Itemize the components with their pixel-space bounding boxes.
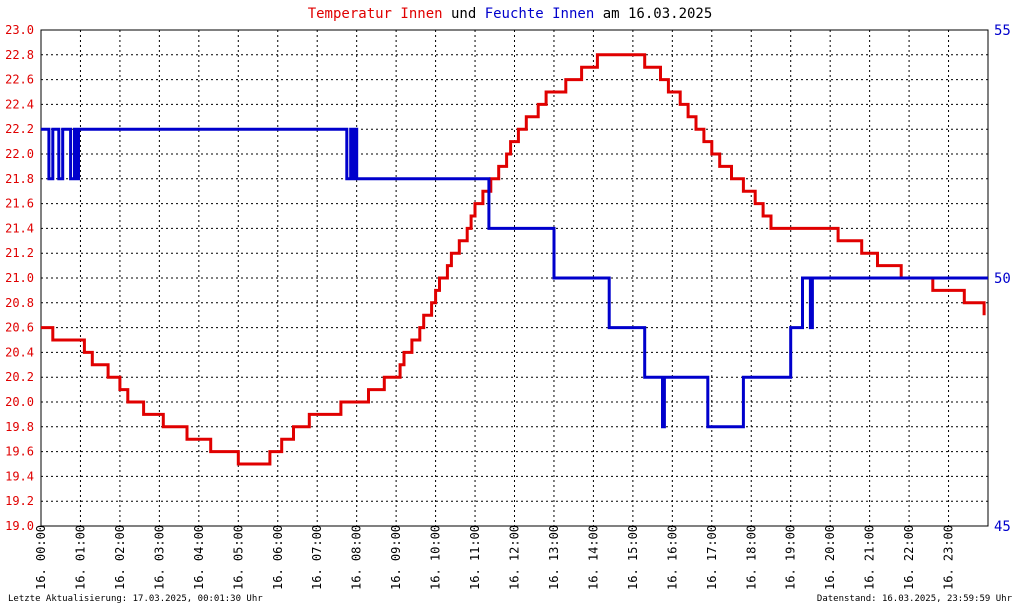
y-left-tick-label: 22.4 (5, 97, 34, 111)
y-left-tick-label: 21.2 (5, 246, 34, 260)
y-left-tick-label: 19.2 (5, 494, 34, 508)
y-left-tick-label: 23.0 (5, 23, 34, 37)
x-tick-label: 16. 18:00 (744, 525, 758, 590)
x-tick-label: 16. 16:00 (665, 525, 679, 590)
y-left-tick-label: 22.2 (5, 122, 34, 136)
title-segment-1: und (443, 6, 485, 22)
x-tick-label: 16. 07:00 (310, 525, 324, 590)
y-left-tick-label: 22.8 (5, 48, 34, 62)
y-left-tick-label: 22.6 (5, 73, 34, 87)
footer-last-update: Letzte Aktualisierung: 17.03.2025, 00:01… (8, 594, 263, 604)
x-tick-label: 16. 20:00 (823, 525, 837, 590)
title-segment-0: Temperatur Innen (308, 6, 443, 22)
y-left-tick-label: 19.0 (5, 519, 34, 533)
chart-title: Temperatur Innen und Feuchte Innen am 16… (308, 6, 713, 22)
y-left-tick-label: 21.0 (5, 271, 34, 285)
x-tick-label: 16. 09:00 (389, 525, 403, 590)
series-line-feuchte-innen (41, 127, 988, 429)
x-tick-label: 16. 19:00 (784, 525, 798, 590)
y-axis-right: 55 50 45 (994, 23, 1011, 535)
series-line-temperatur-innen (41, 53, 986, 466)
x-tick-label: 16. 22:00 (902, 525, 916, 590)
y-left-tick-label: 19.4 (5, 469, 34, 483)
x-tick-label: 16. 21:00 (863, 525, 877, 590)
x-tick-label: 16. 02:00 (113, 525, 127, 590)
title-segment-2: Feuchte Innen (485, 6, 595, 22)
series-layer (41, 53, 988, 466)
x-tick-label: 16. 01:00 (73, 525, 87, 590)
x-tick-label: 16. 13:00 (547, 525, 561, 590)
y-axis-left: 23.0 22.8 22.6 22.4 22.2 22.0 21.8 21.6 21.4 21.2… (5, 23, 34, 533)
y-left-tick-label: 20.2 (5, 370, 34, 384)
y-left-tick-label: 21.8 (5, 172, 34, 186)
x-tick-label: 16. 11:00 (468, 525, 482, 590)
y-left-tick-label: 20.4 (5, 345, 34, 359)
y-left-tick-label: 21.6 (5, 197, 34, 211)
x-tick-label: 16. 00:00 (34, 525, 48, 590)
x-tick-label: 16. 15:00 (626, 525, 640, 590)
x-tick-label: 16. 23:00 (942, 525, 956, 590)
x-tick-label: 16. 06:00 (271, 525, 285, 590)
y-left-tick-label: 20.6 (5, 321, 34, 335)
x-tick-label: 16. 12:00 (508, 525, 522, 590)
footer-data-state: Datenstand: 16.03.2025, 23:59:59 Uhr (817, 594, 1013, 604)
title-segment-3: am 16.03.2025 (594, 6, 712, 22)
y-right-tick-label: 50 (994, 271, 1011, 287)
y-right-tick-label: 55 (994, 23, 1011, 39)
y-left-tick-label: 20.0 (5, 395, 34, 409)
x-tick-label: 16. 10:00 (429, 525, 443, 590)
y-left-tick-label: 22.0 (5, 147, 34, 161)
x-tick-label: 16. 05:00 (231, 525, 245, 590)
y-right-tick-label: 45 (994, 519, 1011, 535)
y-left-tick-label: 21.4 (5, 221, 34, 235)
y-left-tick-label: 20.8 (5, 296, 34, 310)
x-tick-label: 16. 03:00 (152, 525, 166, 590)
x-tick-label: 16. 08:00 (350, 525, 364, 590)
x-tick-label: 16. 04:00 (192, 525, 206, 590)
x-axis: 16. 00:00 16. 01:00 16. 02:00 16. 03:00 16. … (34, 525, 956, 590)
y-left-tick-label: 19.6 (5, 445, 34, 459)
y-left-tick-label: 19.8 (5, 420, 34, 434)
x-tick-label: 16. 14:00 (586, 525, 600, 590)
x-tick-label: 16. 17:00 (705, 525, 719, 590)
